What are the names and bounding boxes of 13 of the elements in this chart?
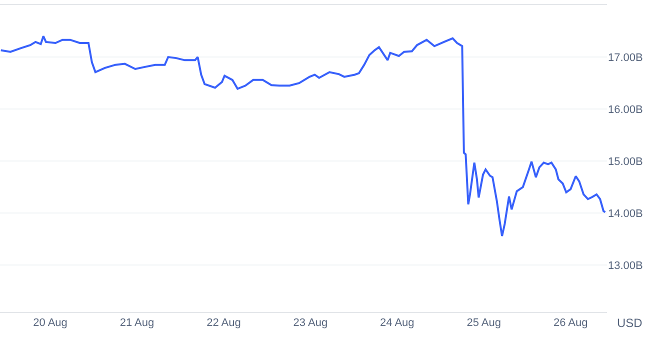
y-tick-label: 14.00B [608, 208, 643, 220]
x-tick-label: 25 Aug [466, 317, 501, 330]
x-tick-label: 23 Aug [293, 317, 328, 330]
y-tick-label: 17.00B [608, 52, 643, 64]
y-tick-label: 13.00B [608, 260, 643, 272]
y-tick-label: 16.00B [608, 104, 643, 116]
x-tick-label: 22 Aug [206, 317, 241, 330]
x-tick-label: 21 Aug [120, 317, 154, 330]
x-tick-label: 24 Aug [380, 317, 414, 330]
y-tick-label: 15.00B [608, 156, 643, 168]
x-tick-label: 20 Aug [33, 317, 68, 330]
x-tick-label: 26 Aug [553, 317, 588, 330]
y-axis-title: USD [617, 316, 643, 330]
